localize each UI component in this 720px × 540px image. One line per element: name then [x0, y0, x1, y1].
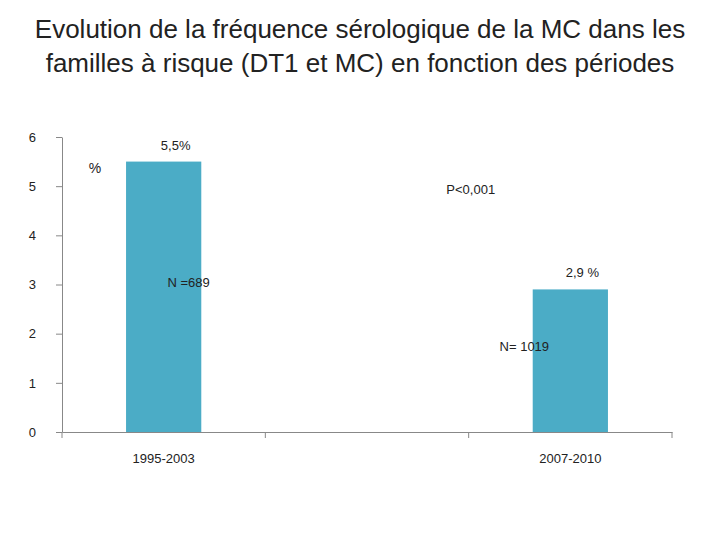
- bar: [533, 289, 608, 432]
- bars: [126, 162, 608, 432]
- y-tick-mark: [56, 137, 62, 138]
- x-axis-line: [63, 432, 673, 433]
- y-tick-mark: [56, 186, 62, 187]
- x-tick: 1995-2003: [133, 432, 195, 466]
- y-tick: 6: [29, 130, 62, 145]
- x-tick-label: 2007-2010: [539, 451, 601, 466]
- annotations: P<0,001 N =689 N= 1019: [168, 182, 550, 354]
- x-tick: 2007-2010: [539, 432, 601, 466]
- y-tick-label: 6: [29, 130, 36, 145]
- annotation: N= 1019: [500, 339, 550, 354]
- y-tick: 2: [29, 326, 62, 341]
- y-tick-label: 2: [29, 326, 36, 341]
- y-tick-mark: [56, 334, 62, 335]
- y-tick: 1: [29, 375, 62, 390]
- y-tick-mark: [56, 285, 62, 286]
- y-tick-label: 0: [29, 425, 36, 440]
- y-axis-line: [62, 138, 63, 433]
- y-tick: 0: [29, 425, 62, 440]
- y-tick: 4: [29, 228, 62, 243]
- data-label: 5,5%: [161, 138, 191, 153]
- data-label: 2,9 %: [566, 265, 600, 280]
- y-tick-mark: [56, 383, 62, 384]
- x-tick-mark: [62, 432, 63, 438]
- x-tick-label: 1995-2003: [133, 451, 195, 466]
- y-tick-mark: [56, 235, 62, 236]
- x-tick-mark: [265, 432, 266, 438]
- chart: Evolution de la fréquence sérologique de…: [0, 0, 720, 540]
- y-tick-label: 3: [29, 277, 36, 292]
- y-tick-label: 4: [29, 228, 36, 243]
- y-tick: 3: [29, 277, 62, 292]
- annotation: N =689: [168, 275, 210, 290]
- x-tick-mark: [468, 432, 469, 438]
- y-tick-mark: [56, 432, 62, 433]
- annotation: P<0,001: [446, 182, 495, 197]
- y-axis: 0 1 2 3 4 5 6: [29, 130, 63, 440]
- y-tick: 5: [29, 179, 62, 194]
- y-axis-title: %: [89, 160, 101, 176]
- title: Evolution de la fréquence sérologique de…: [35, 14, 685, 78]
- x-axis: 1995-2003 2007-2010: [62, 432, 673, 466]
- bar: [126, 162, 201, 432]
- y-tick-label: 1: [29, 375, 36, 390]
- x-tick-mark: [672, 432, 673, 438]
- data-labels: 5,5% 2,9 %: [161, 138, 600, 281]
- y-tick-label: 5: [29, 179, 36, 194]
